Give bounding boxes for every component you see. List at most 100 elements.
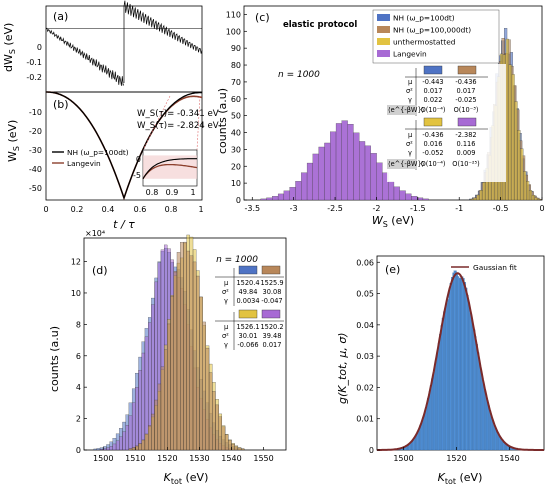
panel-d-bar xyxy=(122,431,126,451)
panel-e-bar xyxy=(471,319,473,451)
panel-c-bar xyxy=(272,196,279,201)
panel-c-bar xyxy=(335,123,342,201)
panel-e-bar xyxy=(435,361,437,451)
panel-d-row-s2-2: σ² xyxy=(222,332,229,340)
panel-d-mu-2b: 1520.2 xyxy=(260,323,283,331)
panel-d-bar xyxy=(202,321,206,451)
panel-d-bar xyxy=(141,439,146,451)
panel-e-ytick-label: 0.02 xyxy=(356,383,374,392)
panel-d-bar xyxy=(176,252,181,451)
panel-c-bar xyxy=(283,190,290,201)
panel-c-bar xyxy=(330,131,337,201)
panel-e-xtick-label: 1520 xyxy=(446,454,466,463)
panel-c-ytick-label: 70 xyxy=(231,78,241,87)
panel-c-bar xyxy=(534,197,538,201)
panel-c-ytick-label: 30 xyxy=(231,145,241,154)
panel-e-label: (e) xyxy=(385,263,400,276)
panel-b-inset-xtick-2: 1 xyxy=(190,188,195,197)
panel-c-bar xyxy=(266,197,273,201)
panel-c-ytick-label: 50 xyxy=(231,112,241,121)
panel-b-inset: 0 -5 0.8 0.9 1 xyxy=(133,149,198,197)
panel-b-inset-series-langevin xyxy=(142,163,198,180)
panel-c-legend-3: Langevin xyxy=(393,50,427,59)
panel-d-bar xyxy=(128,415,133,451)
panel-c-label: (c) xyxy=(255,11,270,24)
panel-c-row-g-2: γ xyxy=(408,149,412,157)
panel-e-bar xyxy=(428,391,431,451)
panel-c-legend-2: unthermostatted xyxy=(393,38,456,47)
panel-a-ytick-0: 0 xyxy=(37,43,42,52)
panel-e-bar xyxy=(427,398,429,451)
panel-e-bar xyxy=(424,410,427,451)
panel-c-bar xyxy=(277,193,285,201)
panel-d-bar xyxy=(131,447,136,451)
panel-c-legend-1: NH (ω_p=100,000dt) xyxy=(393,26,471,35)
panel-e-bar xyxy=(467,295,469,451)
panel-c-table-swatch-langevin xyxy=(457,117,477,127)
panel-d-bar xyxy=(144,336,149,451)
panel-d-bar xyxy=(160,366,165,451)
panel-d-mu-2a: 1526.1 xyxy=(236,323,259,331)
panel-c-ytick-label: 40 xyxy=(231,129,241,138)
panel-d-xtick-label: 1530 xyxy=(189,454,209,463)
panel-c-xtick-label: -1 xyxy=(455,204,463,213)
panel-d-label: (d) xyxy=(92,264,108,277)
panel-c-xtick-label: -1.5 xyxy=(410,204,426,213)
panel-c-bar xyxy=(364,145,371,201)
panel-b-ytick-0: -10 xyxy=(29,108,42,117)
panel-d-bar xyxy=(240,448,245,451)
panel-b-ytick-3: -40 xyxy=(29,165,42,174)
panel-d-ytick-label: 8 xyxy=(76,320,81,329)
panel-b-inset-band xyxy=(143,155,197,179)
panel-d-ytick-label: 0 xyxy=(76,446,81,455)
panel-d-bar xyxy=(205,347,210,451)
panel-b-ytick-1: -20 xyxy=(29,127,42,136)
panel-d-ytick-label: 12 xyxy=(71,258,81,267)
panel-e-bar xyxy=(485,394,488,451)
panel-c-xtick-label: -3.5 xyxy=(244,204,260,213)
panel-e-bar xyxy=(465,287,468,451)
panel-e-xtick-label: 1500 xyxy=(393,454,413,463)
panel-e-ytick-label: 0 xyxy=(369,446,374,455)
panel-e-xlabel: Ktot (eV) xyxy=(438,471,483,486)
panel-e-bar xyxy=(457,276,460,451)
panel-d-bar xyxy=(208,372,213,451)
panel-c-bar xyxy=(479,190,483,201)
panel-d-xtick-label: 1500 xyxy=(93,454,113,463)
panel-c-mu-1a: -0.443 xyxy=(422,78,443,86)
panel-d-bar xyxy=(192,261,197,451)
panel-d-bar xyxy=(154,399,158,451)
panel-d-bar xyxy=(135,387,139,451)
panel-c-ytick-label: 110 xyxy=(226,10,241,19)
panel-c-bar xyxy=(393,186,400,201)
panel-d-s2-2a: 30.01 xyxy=(239,332,258,340)
panel-c-mu-2a: -0.436 xyxy=(422,131,443,139)
panel-b-ytick-4: -50 xyxy=(29,184,42,193)
panel-b-xtick-5: 1 xyxy=(198,205,203,214)
panel-d-table-swatch-nh100000 xyxy=(261,265,281,275)
panel-e-bar xyxy=(423,415,425,451)
panel-c-bar xyxy=(473,197,478,201)
panel-b-inset-series-nh xyxy=(142,158,197,180)
panel-c-xtick-label: -0.5 xyxy=(493,204,509,213)
panel-b-label: (b) xyxy=(53,98,69,111)
panel-d-bar xyxy=(96,448,101,451)
panel-d-bar xyxy=(151,413,155,451)
panel-d-bar xyxy=(103,448,107,451)
panel-e-bar xyxy=(480,369,482,451)
panel-e-bar xyxy=(444,306,447,451)
panel-d-s2-1a: 49.84 xyxy=(239,288,258,296)
panel-d-g-1a: 0.0034 xyxy=(236,297,259,305)
panel-b-xtick-4: 0.8 xyxy=(165,205,178,214)
panel-c-xtick-label: -2.5 xyxy=(327,204,343,213)
panel-c-bar xyxy=(312,153,319,201)
panel-d-bar xyxy=(138,370,142,451)
panel-d-table-swatch-langevin xyxy=(261,309,281,319)
panel-b-inset-xtick-1: 0.9 xyxy=(166,188,179,197)
panel-b-legend-langevin: Langevin xyxy=(67,159,101,168)
panel-e-bar xyxy=(436,352,439,451)
panel-d-row-mu-1: μ xyxy=(224,279,229,287)
panel-d-bar xyxy=(186,250,190,451)
panel-c-row-mu-1: μ xyxy=(408,78,413,86)
panel-c-table-swatch-unthermo xyxy=(423,117,443,127)
